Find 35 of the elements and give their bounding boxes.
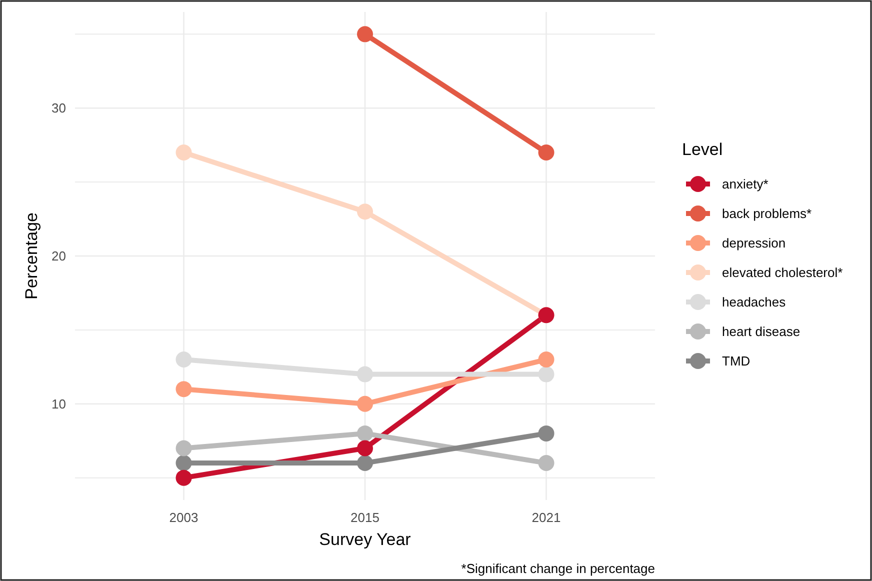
- point: [357, 26, 373, 42]
- y-tick-label: 20: [52, 248, 66, 264]
- legend-label: back problems*: [722, 206, 812, 222]
- point: [357, 396, 373, 412]
- y-tick-label: 30: [52, 100, 66, 116]
- x-tick-label: 2021: [532, 510, 561, 525]
- point: [176, 352, 192, 368]
- legend-label: TMD: [722, 354, 750, 369]
- y-tick-label: 10: [52, 396, 66, 412]
- point: [357, 440, 373, 456]
- point: [176, 455, 192, 472]
- point: [538, 425, 554, 442]
- text: *Significant change in percentage: [461, 561, 655, 576]
- point: [538, 352, 554, 368]
- point: [357, 366, 373, 382]
- legend-label: anxiety*: [722, 176, 768, 192]
- x-axis-title: Survey Year: [319, 530, 412, 549]
- legend-label: headaches: [722, 294, 786, 310]
- point: [176, 440, 192, 456]
- legend-label: heart disease: [722, 324, 800, 340]
- point: [538, 366, 554, 382]
- point: [357, 204, 373, 220]
- x-tick-label: 2015: [350, 510, 380, 525]
- y-axis-title: Percentage: [22, 212, 41, 300]
- point: [176, 144, 192, 160]
- legend-label: depression: [722, 236, 786, 251]
- point: [176, 470, 192, 486]
- legend-label: elevated cholesterol*: [722, 265, 843, 280]
- point: [357, 425, 373, 442]
- point: [538, 455, 554, 472]
- point: [357, 455, 373, 472]
- point: [176, 381, 192, 398]
- x-tick-label: 2003: [169, 510, 198, 525]
- legend-title: Level: [682, 140, 723, 159]
- point: [538, 144, 554, 160]
